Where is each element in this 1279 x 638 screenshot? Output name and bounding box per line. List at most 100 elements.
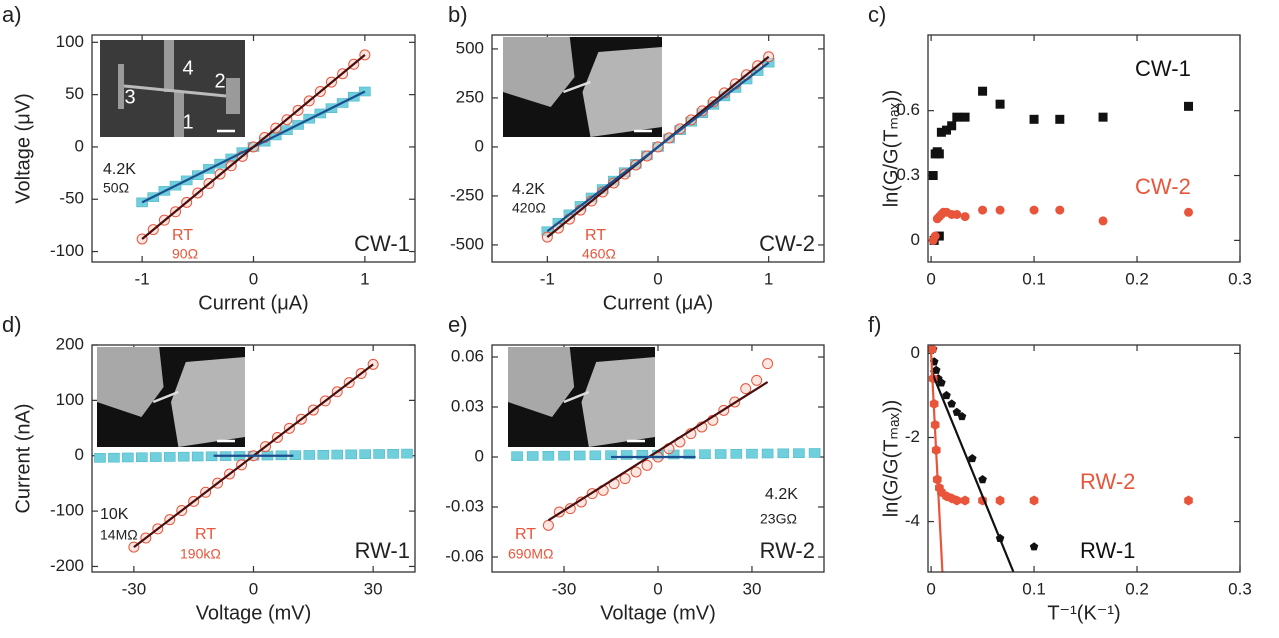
annotation: 4.2K bbox=[103, 161, 136, 178]
y-tick-label: -200 bbox=[50, 556, 84, 575]
data-point bbox=[714, 449, 727, 459]
panel-label: f) bbox=[868, 312, 881, 337]
y-tick-label: -0.03 bbox=[445, 496, 484, 515]
annotation: 460Ω bbox=[582, 246, 616, 262]
data-point bbox=[952, 112, 962, 122]
data-point bbox=[942, 390, 951, 400]
panel-label: d) bbox=[2, 312, 22, 337]
y-tick-label: -100 bbox=[50, 501, 84, 520]
x-tick-label: 0 bbox=[249, 269, 258, 288]
data-point bbox=[589, 450, 602, 461]
annotation: 4.2K bbox=[765, 486, 798, 503]
annotation: 4.2K bbox=[512, 181, 545, 198]
annotation: RW-2 bbox=[760, 538, 815, 563]
data-point bbox=[942, 125, 952, 135]
data-point bbox=[108, 452, 120, 463]
data-point bbox=[1029, 114, 1039, 124]
x-axis-label: Voltage (mV) bbox=[196, 602, 312, 624]
data-point bbox=[1055, 114, 1065, 124]
annotation: 23GΩ bbox=[760, 511, 797, 527]
data-point bbox=[542, 451, 555, 461]
annotation: 4 bbox=[182, 57, 193, 79]
data-point bbox=[150, 452, 162, 462]
data-point bbox=[387, 448, 399, 459]
data-point bbox=[1184, 101, 1194, 111]
annotation: 10K bbox=[100, 506, 129, 523]
y-tick-label: 0 bbox=[75, 445, 84, 464]
inset-electrode bbox=[508, 347, 575, 417]
data-point bbox=[331, 449, 344, 460]
data-point bbox=[978, 86, 988, 96]
annotation: CW-1 bbox=[354, 231, 410, 256]
data-point bbox=[930, 231, 940, 241]
x-tick-label: 0.1 bbox=[1022, 269, 1046, 288]
y-axis-label: ln(G/G(Tₘₐₓ)) bbox=[880, 90, 902, 208]
x-tick-label: -30 bbox=[552, 579, 577, 598]
data-point bbox=[762, 358, 774, 370]
annotation: CW-1 bbox=[1135, 56, 1191, 81]
data-point bbox=[978, 475, 987, 484]
x-tick-label: 0.3 bbox=[1228, 269, 1252, 288]
annotation: RT bbox=[195, 526, 216, 543]
x-tick-label: -1 bbox=[540, 269, 555, 288]
data-point bbox=[641, 459, 653, 471]
annotation: 90Ω bbox=[172, 246, 198, 262]
y-tick-label: 0 bbox=[911, 230, 920, 249]
data-point bbox=[191, 451, 204, 462]
annotation: RW-1 bbox=[1080, 538, 1135, 563]
plot-frame bbox=[491, 34, 825, 263]
annotation: RW-2 bbox=[1080, 469, 1135, 494]
inset-electrode bbox=[503, 37, 575, 107]
y-tick-label: -50 bbox=[59, 189, 84, 208]
y-tick-label: 0 bbox=[911, 343, 920, 362]
data-point bbox=[934, 149, 944, 159]
annotation: RT bbox=[172, 227, 193, 244]
x-tick-label: 30 bbox=[364, 579, 383, 598]
panel-label: c) bbox=[868, 2, 886, 27]
x-tick-label: 1 bbox=[360, 269, 369, 288]
data-point bbox=[793, 448, 805, 458]
data-point bbox=[136, 452, 148, 463]
data-point bbox=[1184, 495, 1193, 506]
data-point bbox=[995, 495, 1005, 506]
annotation: 3 bbox=[124, 86, 135, 108]
panel-label: a) bbox=[2, 2, 22, 27]
data-point bbox=[952, 407, 962, 416]
data-point bbox=[1098, 216, 1108, 226]
inset-electrode bbox=[174, 92, 184, 137]
data-point bbox=[928, 345, 937, 355]
data-point bbox=[952, 209, 962, 219]
x-axis-label: Current (μA) bbox=[603, 292, 713, 314]
y-axis-label: Voltage (μV) bbox=[12, 93, 34, 203]
x-axis-label: Voltage (mV) bbox=[600, 602, 716, 624]
y-axis-label: ln(G/G(Tₘₐₓ)) bbox=[880, 400, 902, 518]
y-tick-label: 0.03 bbox=[451, 396, 484, 415]
plot-frame bbox=[91, 34, 416, 263]
annotation: 2 bbox=[214, 70, 225, 92]
y-tick-label: 0.06 bbox=[451, 346, 484, 365]
data-point bbox=[1029, 495, 1039, 506]
data-point bbox=[947, 121, 957, 131]
data-point bbox=[751, 374, 763, 386]
data-point bbox=[777, 448, 790, 459]
data-point bbox=[683, 449, 696, 460]
y-tick-label: 500 bbox=[456, 38, 484, 57]
y-tick-label: 0 bbox=[475, 446, 484, 465]
data-point bbox=[359, 449, 371, 459]
data-point bbox=[699, 449, 711, 459]
data-point bbox=[1055, 205, 1065, 215]
fit-line bbox=[929, 353, 944, 572]
data-point bbox=[619, 473, 631, 485]
data-point bbox=[1098, 112, 1108, 122]
inset-electrode bbox=[226, 78, 240, 114]
data-point bbox=[928, 171, 938, 181]
annotation: 1 bbox=[182, 111, 193, 133]
data-point bbox=[526, 451, 539, 461]
x-tick-label: 0.2 bbox=[1125, 579, 1149, 598]
plot-area bbox=[928, 345, 1193, 572]
panel-label: b) bbox=[448, 2, 468, 27]
annotation: CW-2 bbox=[1135, 174, 1191, 199]
y-axis-label: Current (nA) bbox=[12, 403, 34, 513]
data-point bbox=[960, 112, 970, 122]
